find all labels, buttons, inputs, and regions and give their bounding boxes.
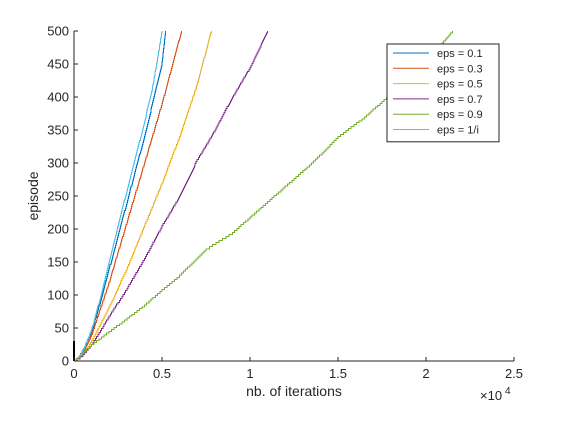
legend-label-4: eps = 0.9 [437,109,483,121]
y-tick-label: 400 [47,90,69,105]
series-line-0 [74,31,167,362]
x-exponent-power: 4 [505,386,511,397]
x-axis-label: nb. of iterations [246,383,342,399]
series-line-1 [74,31,182,362]
y-tick-label: 200 [47,222,69,237]
x-tick-label: 0 [70,366,77,381]
legend-label-0: eps = 0.1 [437,48,483,60]
y-tick-label: 500 [47,24,69,39]
x-exponent-base: ×10 [480,388,502,403]
y-tick-label: 250 [47,189,69,204]
x-tick-label: 2.5 [505,366,523,381]
y-axis-label: episode [25,171,41,220]
legend-label-1: eps = 0.3 [437,63,483,75]
x-tick-label: 1.5 [329,366,347,381]
y-tick-label: 0 [62,354,69,369]
series-line-3 [74,31,269,362]
x-axis-exponent: ×10 4 [480,386,511,403]
y-tick-label: 50 [55,321,69,336]
series-line-2 [74,31,212,362]
y-tick-label: 300 [47,156,69,171]
series-line-5 [74,31,163,362]
legend: eps = 0.1 eps = 0.3 eps = 0.5 eps = 0.7 eps … [386,43,500,143]
ticks-layer: 0 0.5 1 1.5 2 2.5 0 50 100 150 200 250 300 350 400 450 5… [47,24,523,382]
legend-label-3: eps = 0.7 [437,94,483,106]
legend-label-2: eps = 0.5 [437,79,483,91]
x-tick-label: 1 [246,366,253,381]
y-tick-label: 350 [47,123,69,138]
legend-label-5: eps = 1/i [437,125,479,137]
y-tick-label: 450 [47,57,69,72]
x-tick-label: 2 [422,366,429,381]
legend-box [386,43,500,143]
y-tick-label: 150 [47,255,69,270]
x-tick-label: 0.5 [153,366,171,381]
y-tick-label: 100 [47,288,69,303]
